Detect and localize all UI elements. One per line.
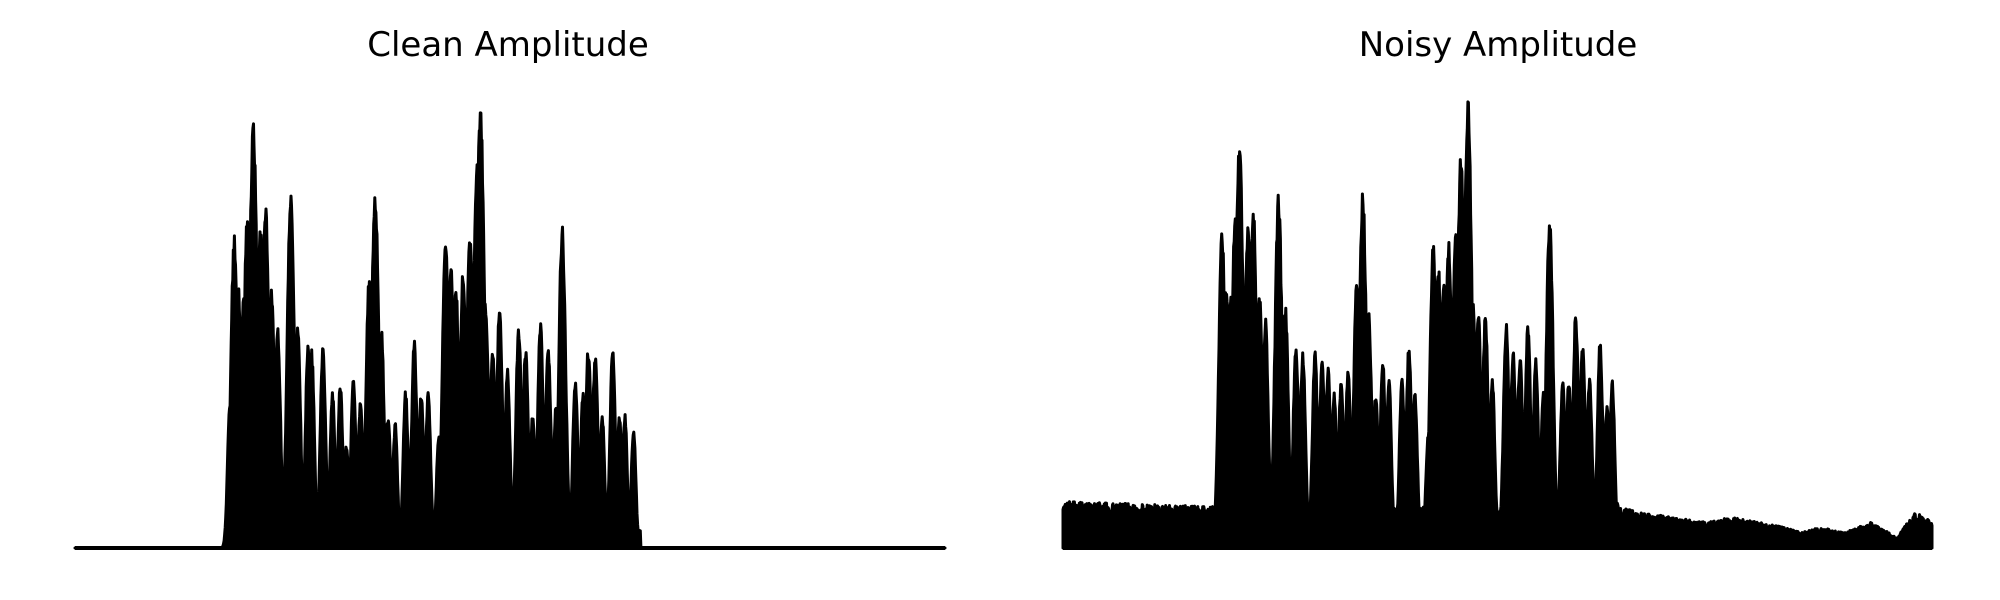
clean-amplitude-title: Clean Amplitude [367, 25, 649, 65]
noisy-amplitude-panel: Noisy Amplitude [1061, 25, 1934, 550]
clean-amplitude-panel: Clean Amplitude [73, 25, 947, 550]
noisy-amplitude-plot [1061, 100, 1934, 550]
amplitude-waveform [73, 111, 947, 550]
clean-amplitude-plot [73, 111, 947, 550]
noisy-amplitude-title: Noisy Amplitude [1359, 25, 1638, 65]
amplitude-waveform [1061, 100, 1934, 550]
